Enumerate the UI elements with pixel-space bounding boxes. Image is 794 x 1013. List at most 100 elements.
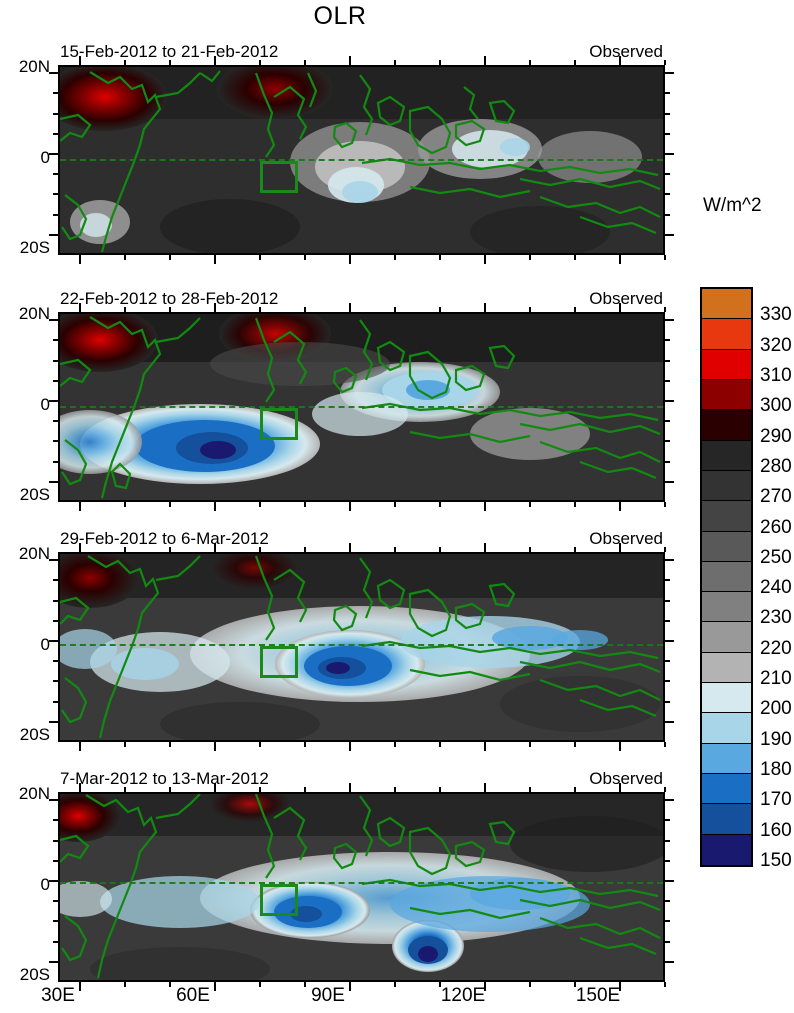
y-tick-mark bbox=[665, 339, 670, 342]
y-tick-mark bbox=[53, 440, 58, 443]
colorbar-swatch-240 bbox=[702, 561, 751, 593]
y-tick-mark bbox=[49, 399, 58, 402]
colorbar-swatch-300 bbox=[702, 379, 751, 411]
x-tick-mark bbox=[124, 742, 127, 747]
y-tick-mark bbox=[49, 879, 58, 882]
x-tick-mark bbox=[484, 982, 487, 991]
x-tick-mark bbox=[439, 60, 442, 65]
y-tick-mark bbox=[53, 859, 58, 862]
y-tick-mark bbox=[665, 799, 674, 802]
x-tick-mark bbox=[169, 982, 172, 987]
y-tick-mark bbox=[53, 660, 58, 663]
y-tick-mark bbox=[53, 112, 58, 115]
x-tick-mark bbox=[349, 255, 352, 264]
x-tick-label-60e: 60E bbox=[176, 985, 210, 1006]
x-tick-mark bbox=[439, 547, 442, 552]
y-tick-mark bbox=[53, 619, 58, 622]
x-tick-mark bbox=[664, 742, 666, 747]
y-tick-mark bbox=[49, 319, 58, 322]
x-tick-mark bbox=[169, 547, 172, 552]
colorbar-tick-label-310: 310 bbox=[760, 364, 792, 386]
panel-2-header: 22-Feb-2012 to 28-Feb-2012 Observed bbox=[58, 289, 665, 311]
colorbar-swatch-320 bbox=[702, 319, 751, 350]
x-tick-mark bbox=[304, 742, 307, 747]
y-tick-mark bbox=[49, 799, 58, 802]
panel-3-date-range: 29-Feb-2012 to 6-Mar-2012 bbox=[60, 529, 269, 548]
x-tick-mark bbox=[439, 502, 442, 507]
y-tick-mark bbox=[49, 639, 58, 642]
x-tick-mark bbox=[439, 307, 442, 312]
colorbar-swatch-150 bbox=[702, 834, 751, 865]
x-tick-mark bbox=[349, 303, 352, 312]
x-tick-mark bbox=[259, 787, 262, 792]
panel-2: 22-Feb-2012 to 28-Feb-2012 Observed bbox=[58, 289, 665, 502]
x-tick-mark bbox=[124, 60, 127, 65]
y-tick-mark bbox=[665, 839, 670, 842]
y-tick-mark bbox=[53, 132, 58, 135]
x-tick-mark bbox=[664, 502, 666, 507]
region-box bbox=[260, 161, 298, 193]
colorbar-swatch-260 bbox=[702, 501, 751, 532]
x-tick-label-30e: 30E bbox=[41, 985, 75, 1006]
x-tick-mark bbox=[529, 502, 532, 507]
panel-1: 15-Feb-2012 to 21-Feb-2012 Observed bbox=[58, 42, 665, 255]
y-tick-label-0-p3: 0 bbox=[40, 635, 50, 654]
x-tick-mark bbox=[664, 982, 666, 987]
page-title: OLR bbox=[313, 2, 367, 30]
colorbar-tick-label-160: 160 bbox=[760, 819, 792, 841]
colorbar-unit-label: W/m^2 bbox=[703, 195, 762, 216]
x-tick-mark bbox=[124, 547, 127, 552]
colorbar-swatch-270 bbox=[702, 470, 751, 502]
y-tick-label-20n-p2: 20N bbox=[18, 304, 50, 323]
y-tick-mark bbox=[53, 839, 58, 842]
x-tick-mark bbox=[349, 56, 352, 65]
region-box bbox=[260, 884, 298, 916]
colorbar-tick-label-270: 270 bbox=[760, 486, 792, 508]
x-tick-mark bbox=[304, 982, 307, 987]
y-tick-mark bbox=[665, 399, 674, 402]
x-tick-mark bbox=[259, 60, 262, 65]
y-tick-label-20s-p3: 20S bbox=[19, 725, 50, 744]
equator-dashed-line bbox=[60, 159, 663, 161]
panel-1-header: 15-Feb-2012 to 21-Feb-2012 Observed bbox=[58, 42, 665, 64]
x-tick-mark bbox=[484, 56, 487, 65]
x-tick-mark bbox=[214, 543, 217, 552]
y-tick-mark bbox=[665, 72, 674, 75]
x-tick-mark bbox=[619, 543, 622, 552]
y-tick-mark bbox=[49, 72, 58, 75]
y-tick-mark bbox=[665, 900, 670, 903]
y-tick-mark bbox=[53, 680, 58, 683]
x-tick-mark bbox=[484, 742, 487, 751]
y-tick-mark bbox=[53, 339, 58, 342]
y-tick-mark bbox=[665, 152, 674, 155]
x-tick-mark bbox=[214, 255, 217, 264]
y-tick-mark bbox=[665, 319, 674, 322]
x-tick-mark bbox=[214, 502, 217, 511]
y-tick-label-0-p4: 0 bbox=[40, 875, 50, 894]
x-tick-mark bbox=[484, 783, 487, 792]
x-tick-mark bbox=[79, 742, 82, 751]
y-tick-mark bbox=[49, 960, 58, 963]
x-tick-mark bbox=[394, 307, 397, 312]
x-tick-mark bbox=[349, 742, 352, 751]
x-tick-mark bbox=[349, 783, 352, 792]
x-tick-mark bbox=[619, 742, 622, 751]
y-tick-mark bbox=[53, 173, 58, 176]
panel-4-plot bbox=[58, 792, 665, 982]
y-tick-mark bbox=[53, 579, 58, 582]
y-tick-mark bbox=[665, 440, 670, 443]
x-tick-mark bbox=[574, 547, 577, 552]
colorbar-swatch-210 bbox=[702, 652, 751, 684]
x-tick-mark bbox=[169, 60, 172, 65]
y-tick-mark bbox=[665, 173, 670, 176]
x-tick-mark bbox=[484, 543, 487, 552]
x-tick-mark bbox=[394, 742, 397, 747]
y-tick-mark bbox=[665, 680, 670, 683]
panel-2-date-range: 22-Feb-2012 to 28-Feb-2012 bbox=[60, 289, 279, 308]
x-tick-mark bbox=[79, 543, 82, 552]
y-tick-label-20n-p1: 20N bbox=[18, 57, 50, 76]
x-tick-mark bbox=[619, 783, 622, 792]
colorbar-swatch-250 bbox=[702, 531, 751, 562]
x-tick-mark bbox=[304, 307, 307, 312]
x-tick-mark bbox=[304, 502, 307, 507]
